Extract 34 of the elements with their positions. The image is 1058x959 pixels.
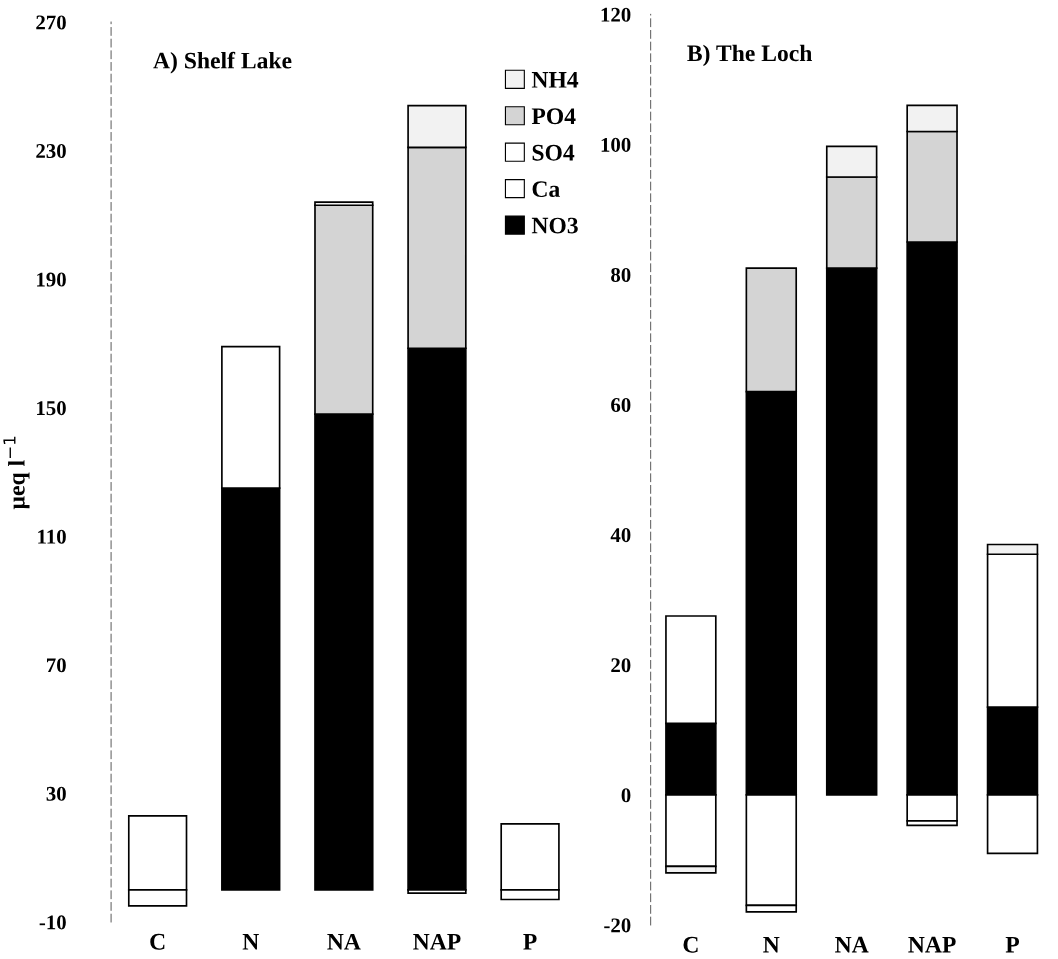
x-tick-label: C [150, 933, 165, 950]
y-tick-label: 0 [621, 788, 631, 803]
y-tick-label: 270 [36, 15, 66, 30]
x-tick-label: NA [835, 936, 869, 953]
x-tick-label: P [1005, 936, 1020, 953]
y-tick-label: 60 [611, 398, 631, 413]
x-tick-label: NAP [908, 936, 956, 953]
legend-label: SO4 [532, 144, 575, 161]
y-tick-label: 20 [611, 658, 631, 673]
y-tick-label: 120 [601, 7, 631, 22]
y-tick-label: 230 [36, 143, 66, 159]
y-tick-label: 80 [611, 267, 631, 282]
y-tick-label: -20 [604, 918, 631, 933]
y-tick-label: -10 [39, 915, 66, 930]
y-axis-title: µeq l$^{−1}$ [3, 436, 30, 510]
y-tick-label: 40 [610, 528, 631, 543]
y-tick-label: 30 [46, 786, 66, 801]
legend-label: Ca [532, 181, 560, 198]
y-tick-label: 70 [47, 658, 66, 673]
y-tick-label: 110 [38, 529, 66, 544]
x-tick-label: NAP [413, 933, 461, 950]
legend-label: NH4 [531, 72, 579, 88]
x-tick-label: C [683, 936, 698, 953]
y-tick-label: 100 [601, 137, 631, 152]
y-tick-label: 150 [37, 401, 66, 416]
y-tick-label: 190 [37, 272, 66, 287]
text: B) The Loch [687, 44, 813, 67]
x-tick-label: P [523, 934, 537, 950]
x-tick-label: NA [327, 933, 361, 950]
x-tick-label: N [763, 936, 780, 953]
legend-label: NO3 [531, 217, 578, 234]
legend-label: PO4 [531, 108, 576, 125]
text: A) Shelf Lake [153, 51, 292, 74]
x-tick-label: N [242, 934, 259, 950]
